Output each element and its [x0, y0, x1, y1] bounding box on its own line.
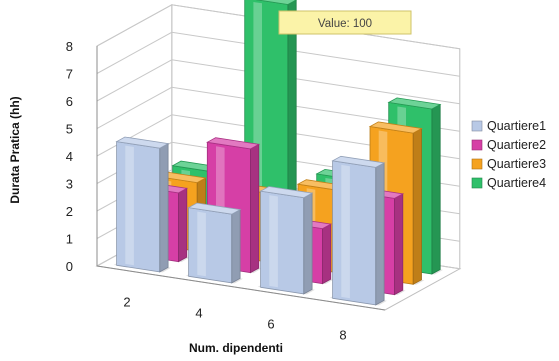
legend-label: Quartiere2 — [487, 138, 546, 152]
legend-item: Quartiere3 — [471, 157, 546, 171]
legend: Quartiere1 Quartiere2 Quartiere3 Quartiere4 — [471, 119, 546, 190]
legend-label: Quartiere3 — [487, 157, 546, 171]
y-tick-label: 3 — [66, 177, 73, 192]
legend-item: Quartiere4 — [471, 176, 546, 190]
y-tick-label: 4 — [66, 149, 73, 164]
y-tick-label: 2 — [66, 204, 73, 219]
bar — [113, 136, 171, 273]
tooltip: Value: 100 — [278, 10, 412, 35]
x-tick-label: 6 — [267, 317, 274, 332]
legend-label: Quartiere1 — [487, 119, 546, 133]
gridline — [96, 86, 460, 132]
legend-swatch — [471, 120, 483, 132]
tooltip-label: Value: 100 — [318, 18, 372, 30]
y-tick-label: 6 — [66, 94, 73, 109]
x-tick-labels: 2 4 6 8 — [123, 295, 346, 343]
y-tick-label: 1 — [66, 232, 73, 247]
y-tick-label: 7 — [66, 67, 73, 82]
legend-swatch — [471, 139, 483, 151]
bar — [257, 186, 315, 295]
bar — [185, 202, 243, 284]
gridline — [96, 59, 460, 105]
x-tick-label: 2 — [123, 295, 130, 310]
y-tick-labels: 0 1 2 3 4 5 6 7 8 — [66, 39, 73, 274]
y-tick-label: 0 — [66, 259, 73, 274]
x-tick-label: 8 — [339, 328, 346, 343]
legend-item: Quartiere2 — [471, 138, 546, 152]
tooltip-box — [278, 10, 412, 35]
y-tick-label: 8 — [66, 39, 73, 54]
x-tick-label: 4 — [195, 306, 202, 321]
y-axis-title: Durata Pratica (hh) — [8, 96, 22, 203]
gridline — [96, 31, 460, 77]
bars — [113, 0, 443, 306]
x-axis-title: Num. dipendenti — [189, 341, 283, 355]
y-tick-label: 5 — [66, 122, 73, 137]
x-axis-line — [96, 265, 386, 311]
bar — [329, 155, 387, 306]
legend-swatch — [471, 177, 483, 189]
legend-label: Quartiere4 — [487, 176, 546, 190]
legend-swatch — [471, 158, 483, 170]
legend-item: Quartiere1 — [471, 119, 546, 133]
